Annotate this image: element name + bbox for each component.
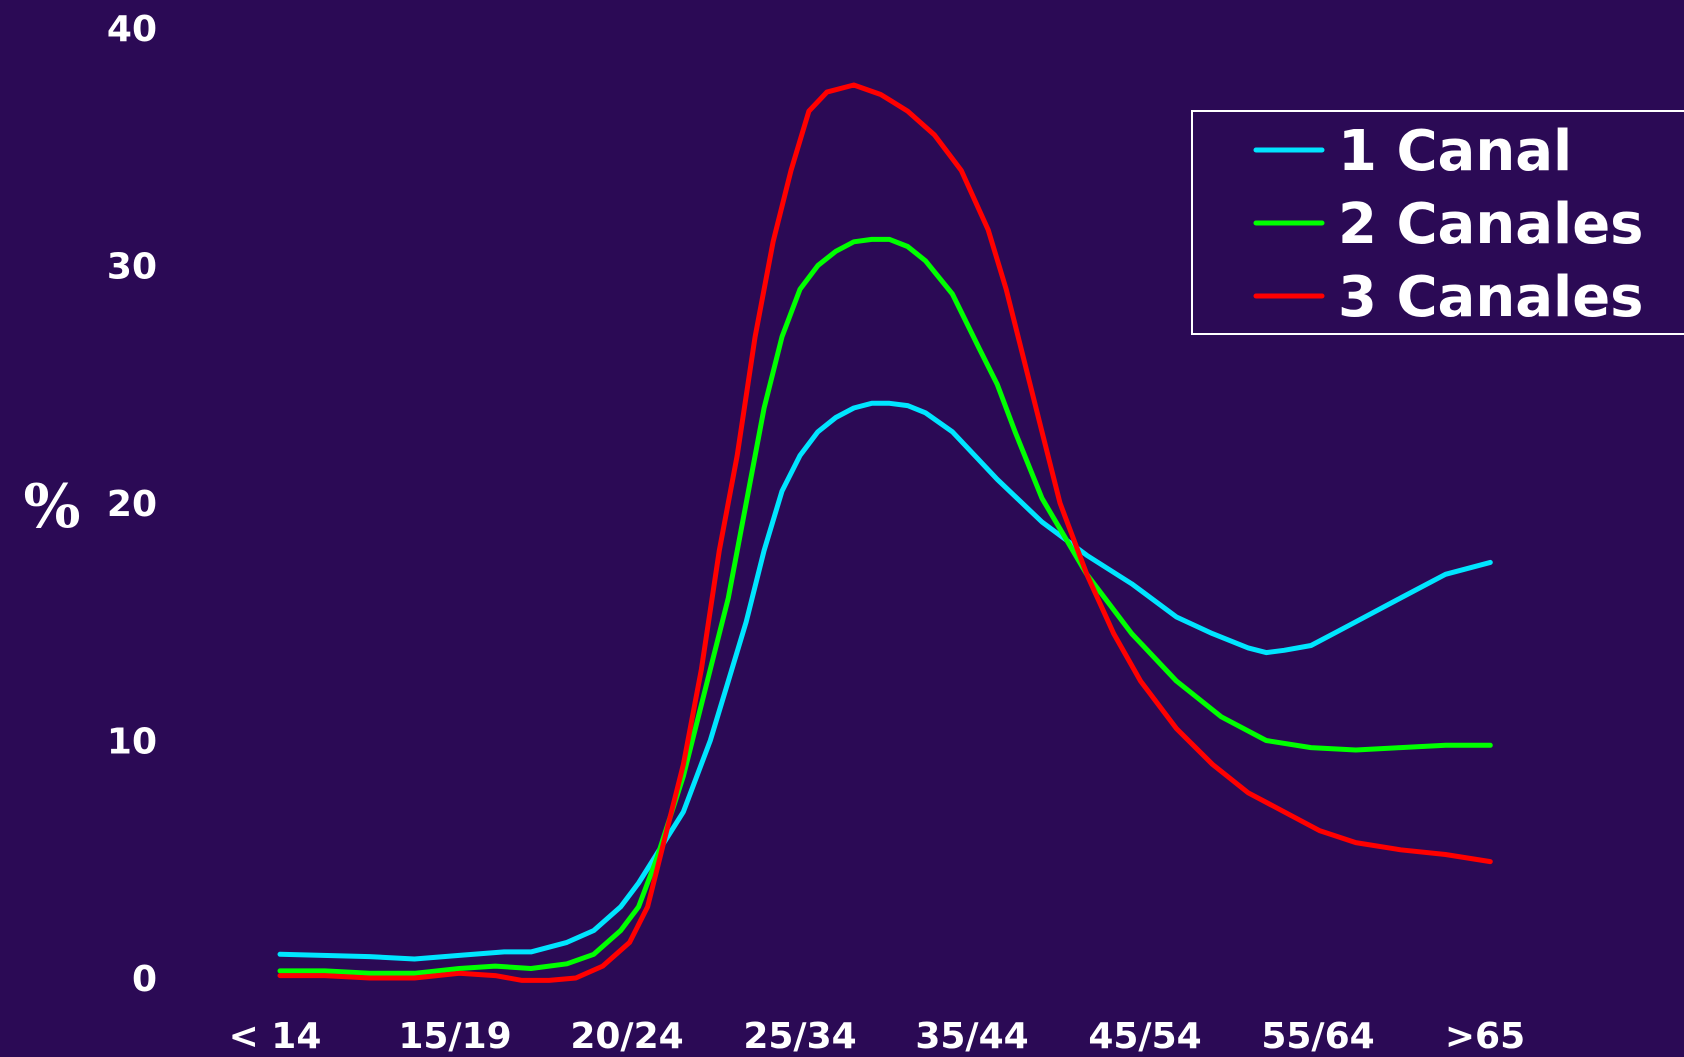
x-tick-label: 45/54 bbox=[1088, 1016, 1201, 1057]
y-axis-ticks: 0 10 20 30 40 bbox=[107, 9, 157, 1000]
legend: 1 Canal 2 Canales 3 Canales bbox=[1191, 110, 1684, 335]
y-tick-label: 20 bbox=[107, 484, 157, 525]
series-line bbox=[277, 82, 1493, 983]
x-tick-label: 35/44 bbox=[915, 1016, 1028, 1057]
x-tick-label: < 14 bbox=[229, 1016, 322, 1057]
x-tick-label: >65 bbox=[1445, 1016, 1525, 1057]
x-axis-ticks: < 14 15/19 20/24 25/34 35/44 45/54 55/64 >65 bbox=[229, 1016, 1526, 1057]
y-tick-label: 10 bbox=[107, 722, 157, 763]
legend-label: 2 Canales bbox=[1338, 192, 1644, 257]
legend-label: 1 Canal bbox=[1338, 119, 1572, 184]
series-lines bbox=[277, 82, 1493, 983]
legend-box bbox=[1191, 110, 1684, 335]
y-tick-label: 0 bbox=[132, 959, 157, 1000]
series-line bbox=[277, 236, 1493, 976]
y-axis-label: % bbox=[23, 472, 80, 542]
series-line bbox=[277, 400, 1493, 962]
y-tick-label: 40 bbox=[107, 9, 157, 50]
x-tick-label: 15/19 bbox=[398, 1016, 511, 1057]
x-tick-label: 55/64 bbox=[1261, 1016, 1374, 1057]
y-tick-label: 30 bbox=[107, 247, 157, 288]
legend-label: 3 Canales bbox=[1338, 265, 1644, 330]
x-tick-label: 25/34 bbox=[743, 1016, 856, 1057]
x-tick-label: 20/24 bbox=[570, 1016, 683, 1057]
